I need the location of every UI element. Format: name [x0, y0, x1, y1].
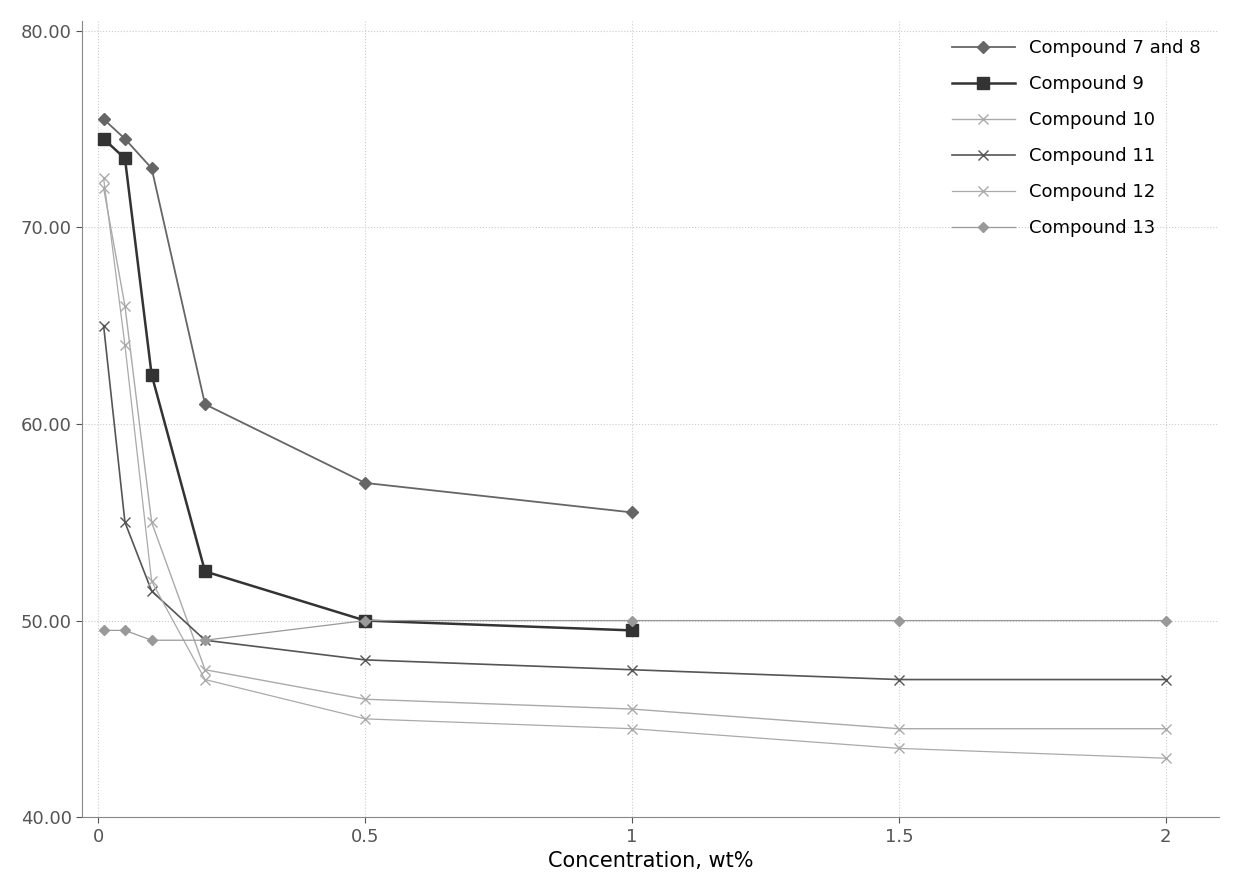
Compound 7 and 8 — [357, 477, 372, 488]
Legend: Compound 7 and 8, Compound 9, Compound 10, Compound 11, Compound 12, Compound 13: Compound 7 and 8, Compound 9, Compound 1… — [942, 29, 1210, 246]
Compound 13 — [357, 615, 372, 626]
X-axis label: Concentration, wt%: Concentration, wt% — [548, 851, 754, 871]
Compound 12 — [97, 173, 112, 184]
Line: Compound 10: Compound 10 — [99, 183, 1171, 733]
Compound 9 — [625, 625, 640, 636]
Compound 11 — [892, 674, 906, 685]
Compound 9 — [197, 566, 212, 577]
Compound 9 — [144, 369, 159, 380]
Compound 13 — [1158, 615, 1173, 626]
Compound 10 — [97, 183, 112, 194]
Compound 7 and 8 — [625, 507, 640, 517]
Compound 9 — [357, 615, 372, 626]
Compound 12 — [357, 714, 372, 724]
Compound 7 and 8 — [97, 114, 112, 125]
Compound 11 — [1158, 674, 1173, 685]
Compound 10 — [892, 723, 906, 734]
Compound 10 — [1158, 723, 1173, 734]
Compound 11 — [97, 320, 112, 331]
Compound 12 — [144, 576, 159, 587]
Compound 11 — [197, 635, 212, 646]
Compound 7 and 8 — [197, 399, 212, 409]
Line: Compound 9: Compound 9 — [98, 133, 637, 636]
Compound 10 — [357, 694, 372, 705]
Compound 12 — [1158, 753, 1173, 764]
Compound 10 — [118, 301, 133, 311]
Line: Compound 11: Compound 11 — [99, 321, 1171, 684]
Compound 13 — [118, 625, 133, 636]
Compound 12 — [197, 674, 212, 685]
Compound 11 — [144, 586, 159, 597]
Compound 10 — [144, 516, 159, 527]
Compound 12 — [625, 723, 640, 734]
Compound 13 — [197, 635, 212, 646]
Compound 11 — [118, 516, 133, 527]
Line: Compound 12: Compound 12 — [99, 173, 1171, 763]
Compound 11 — [357, 655, 372, 665]
Compound 13 — [892, 615, 906, 626]
Line: Compound 13: Compound 13 — [100, 617, 1169, 644]
Compound 9 — [118, 153, 133, 164]
Compound 7 and 8 — [118, 134, 133, 145]
Compound 10 — [197, 665, 212, 675]
Compound 12 — [118, 340, 133, 351]
Compound 13 — [144, 635, 159, 646]
Compound 10 — [625, 704, 640, 714]
Compound 11 — [625, 665, 640, 675]
Compound 13 — [97, 625, 112, 636]
Line: Compound 7 and 8: Compound 7 and 8 — [99, 115, 636, 516]
Compound 7 and 8 — [144, 163, 159, 174]
Compound 9 — [97, 134, 112, 145]
Compound 12 — [892, 743, 906, 754]
Compound 13 — [625, 615, 640, 626]
